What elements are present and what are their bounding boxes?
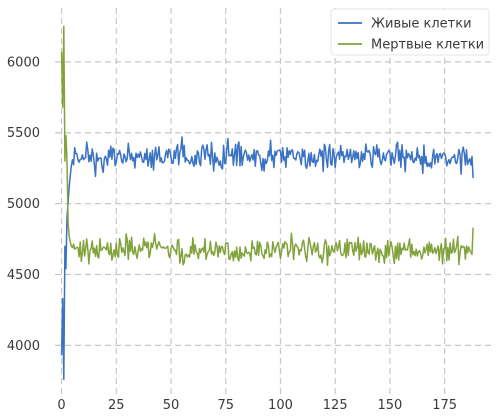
y-tick-label: 5000	[7, 197, 40, 212]
x-tick-label: 25	[108, 398, 125, 413]
series-group	[60, 25, 474, 381]
x-tick-label: 50	[163, 398, 180, 413]
legend-label: Живые клетки	[371, 17, 472, 32]
x-tick-label: 175	[432, 398, 457, 413]
x-tick-label: 150	[378, 398, 403, 413]
y-grid	[55, 61, 495, 346]
x-tick-label: 75	[217, 398, 234, 413]
legend: Живые клетки Мертвые клетки	[330, 8, 490, 56]
x-tick-label: 100	[268, 398, 293, 413]
series-line-1	[60, 136, 474, 381]
y-tick-label: 6000	[7, 55, 40, 70]
y-tick-label: 4000	[7, 339, 40, 354]
y-tick-label: 4500	[7, 268, 40, 283]
y-tick-labels: 4000 4500 5000 5500 6000	[7, 55, 40, 354]
legend-box	[330, 8, 490, 56]
series-line-2	[60, 25, 474, 267]
x-tick-labels: 0 25 50 75 100 125 150 175	[57, 398, 457, 413]
x-grid	[60, 8, 446, 395]
legend-label: Мертвые клетки	[371, 38, 484, 53]
x-tick-label: 125	[323, 398, 348, 413]
y-tick-label: 5500	[7, 126, 40, 141]
x-tick-label: 0	[57, 398, 65, 413]
